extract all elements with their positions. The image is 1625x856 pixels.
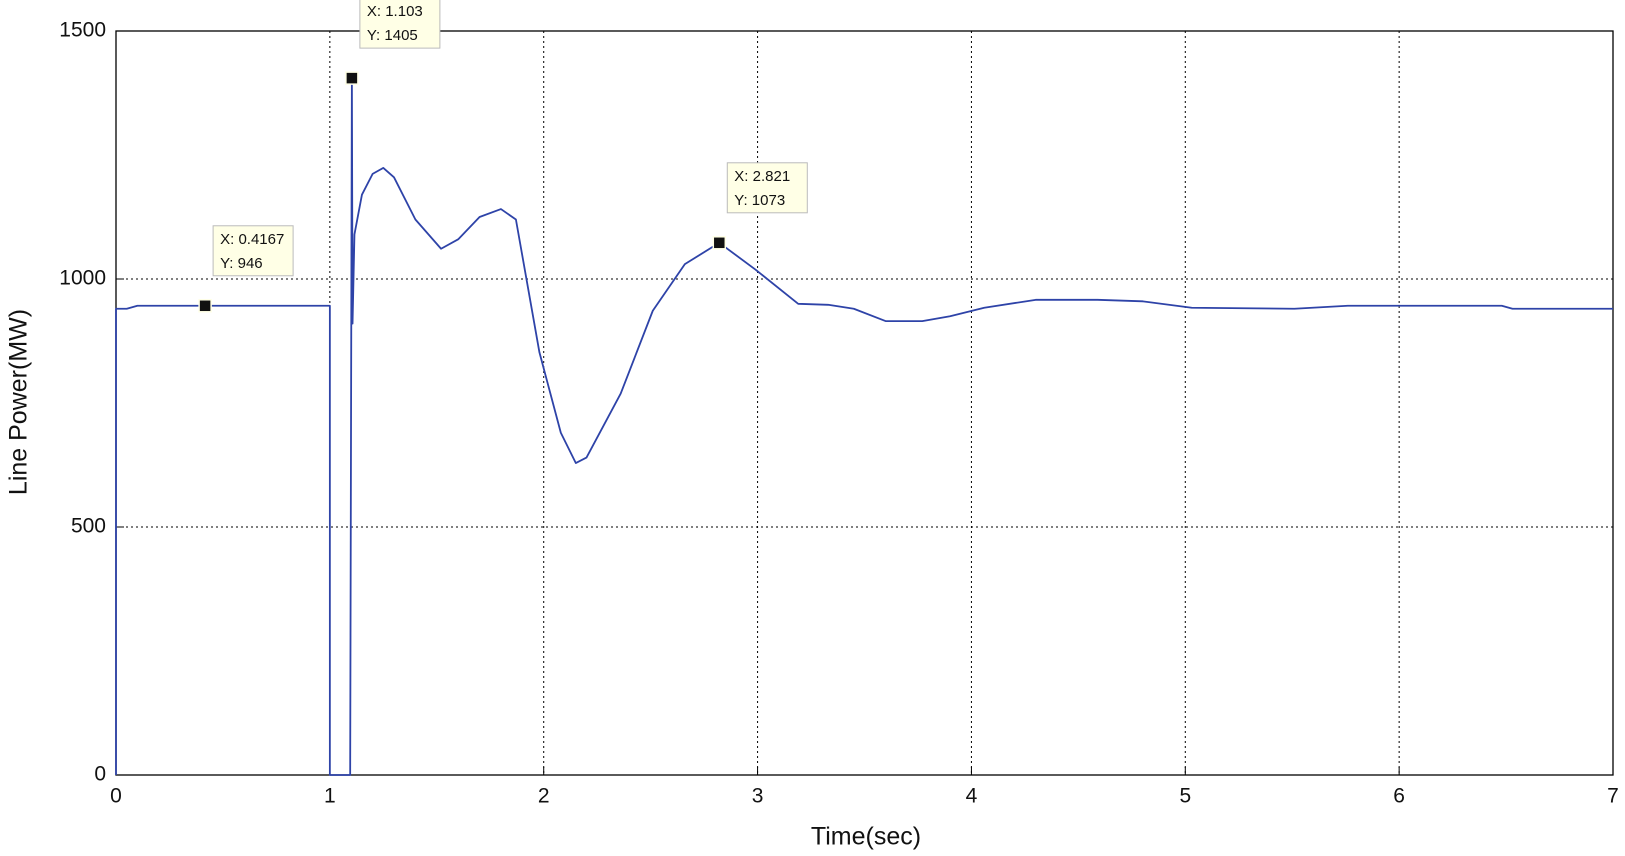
x-tick-label: 3 [752,785,764,808]
y-axis-label: Line Power(MW) [5,309,33,495]
data-tip-y: Y: 1405 [367,27,418,44]
data-tip-marker [345,71,359,85]
x-axis-label: Time(sec) [811,823,921,851]
x-tick-label: 4 [966,785,978,808]
data-tip-y: Y: 946 [220,255,263,272]
x-tick-label: 5 [1179,785,1191,808]
data-tip-x: X: 2.821 [734,168,790,185]
data-tip-marker [712,236,727,250]
data-tip-y: Y: 1073 [734,192,785,209]
data-tip-x: X: 0.4167 [220,231,284,248]
x-tick-label: 2 [538,785,550,808]
y-tick-label: 500 [71,515,106,538]
y-tick-label: 1000 [59,267,106,290]
plot-area [116,31,1613,775]
data-tip-box [359,0,441,49]
data-tip-marker [198,299,212,313]
data-line [115,77,1613,776]
data-tip-box [726,162,808,214]
x-tick-label: 1 [324,785,336,808]
data-tip-x: X: 1.103 [367,3,423,20]
data-tip-box [212,225,294,277]
y-tick-label: 1500 [59,19,106,42]
y-tick-label: 0 [94,763,106,786]
x-tick-label: 0 [110,785,122,808]
x-tick-label: 6 [1393,785,1405,808]
x-tick-label: 7 [1607,785,1619,808]
